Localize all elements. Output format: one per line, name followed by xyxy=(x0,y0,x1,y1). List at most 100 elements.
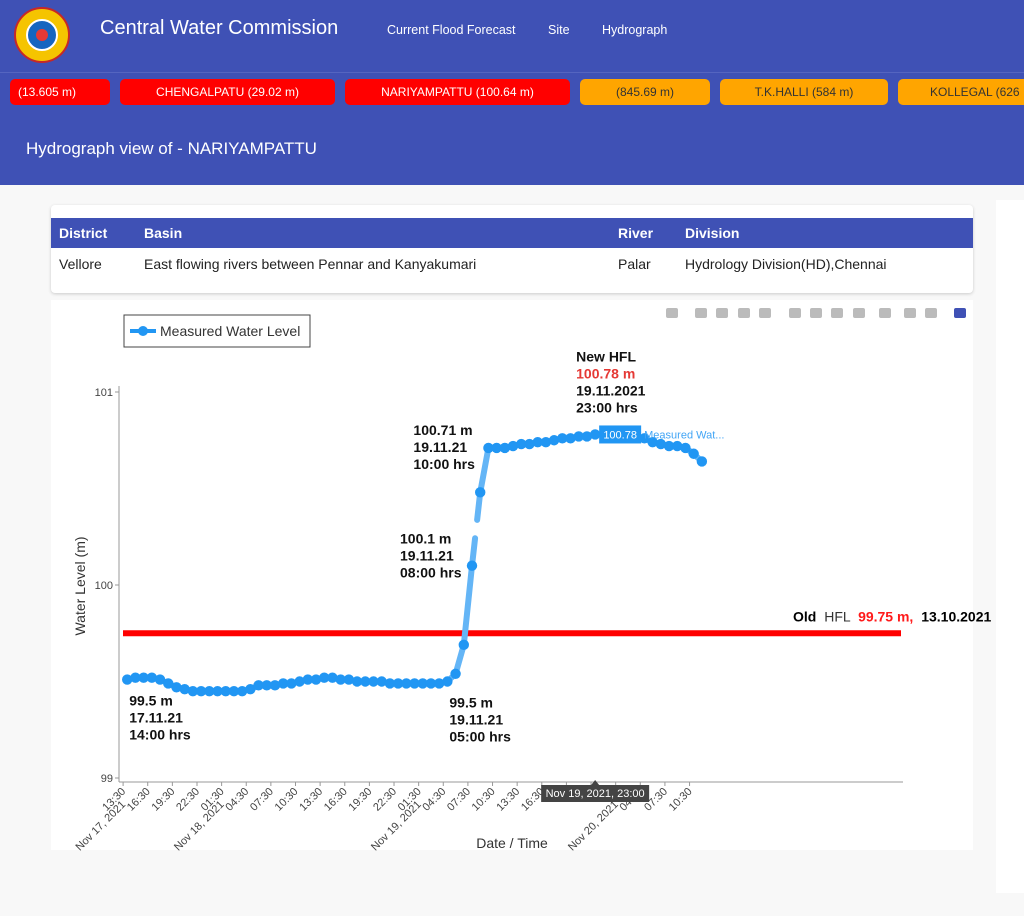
zoom-out-icon[interactable] xyxy=(810,308,822,318)
ticker-item[interactable]: KOLLEGAL (626 xyxy=(898,79,1024,105)
data-point[interactable] xyxy=(516,438,527,450)
data-point[interactable] xyxy=(277,678,289,689)
data-point[interactable] xyxy=(302,674,314,685)
x-tick-label: 07:30 xyxy=(445,786,473,814)
zoom-in-icon[interactable] xyxy=(789,308,801,318)
ticker-item[interactable]: CHENGALPATU (29.02 m) xyxy=(120,79,335,105)
data-point[interactable] xyxy=(557,433,568,444)
data-point[interactable] xyxy=(351,676,363,687)
data-point[interactable] xyxy=(475,487,486,498)
data-point[interactable] xyxy=(507,440,519,452)
data-point[interactable] xyxy=(269,680,281,691)
data-point[interactable] xyxy=(499,442,511,454)
data-point[interactable] xyxy=(261,680,272,691)
data-point[interactable] xyxy=(220,685,231,697)
data-point[interactable] xyxy=(442,676,453,687)
data-point[interactable] xyxy=(663,440,675,452)
data-point[interactable] xyxy=(130,672,141,683)
brand-title[interactable]: Central Water Commission xyxy=(100,17,339,39)
autoscale-icon[interactable] xyxy=(831,308,843,318)
data-point[interactable] xyxy=(376,676,387,687)
data-point[interactable] xyxy=(433,678,445,689)
data-point[interactable] xyxy=(548,435,560,446)
data-point[interactable] xyxy=(581,431,593,442)
data-point[interactable] xyxy=(573,431,584,442)
spike-lines-icon[interactable] xyxy=(879,308,891,318)
data-point[interactable] xyxy=(680,442,691,454)
data-point[interactable] xyxy=(343,674,355,685)
zoom-icon[interactable] xyxy=(695,308,707,318)
data-point[interactable] xyxy=(524,438,535,450)
hover-compare-icon[interactable] xyxy=(925,308,937,318)
data-point[interactable] xyxy=(335,674,346,685)
data-point[interactable] xyxy=(392,678,404,689)
data-point[interactable] xyxy=(228,685,240,697)
data-point[interactable] xyxy=(204,685,215,697)
nav-hydrograph[interactable]: Hydrograph xyxy=(602,23,668,37)
nav-site[interactable]: Site xyxy=(548,23,570,37)
x-axis-title: Date / Time xyxy=(476,835,548,851)
data-point[interactable] xyxy=(672,440,683,452)
pan-icon[interactable] xyxy=(716,308,728,318)
data-point[interactable] xyxy=(450,668,461,679)
data-point[interactable] xyxy=(409,678,420,689)
data-point[interactable] xyxy=(491,442,502,454)
lasso-select-icon[interactable] xyxy=(759,308,771,318)
ticker-item[interactable]: (845.69 m) xyxy=(580,79,710,105)
data-point[interactable] xyxy=(195,685,207,697)
data-point[interactable] xyxy=(639,433,650,444)
legend[interactable]: Measured Water Level xyxy=(123,314,311,348)
page-title: Hydrograph view of - NARIYAMPATTU xyxy=(26,139,317,158)
annotation-line: 05:00 hrs xyxy=(449,729,511,745)
data-point[interactable] xyxy=(696,456,708,467)
data-point[interactable] xyxy=(294,676,305,687)
data-point[interactable] xyxy=(458,639,469,651)
data-point[interactable] xyxy=(688,448,699,459)
data-point[interactable] xyxy=(138,672,149,683)
nav-current-flood-forecast[interactable]: Current Flood Forecast xyxy=(387,23,516,37)
data-point[interactable] xyxy=(360,676,371,687)
data-point[interactable] xyxy=(483,442,494,454)
ticker-item[interactable]: NARIYAMPATTU (100.64 m) xyxy=(345,79,570,105)
data-point[interactable] xyxy=(384,678,396,689)
data-point[interactable] xyxy=(532,436,543,448)
data-point[interactable] xyxy=(655,438,667,450)
data-point[interactable] xyxy=(122,674,133,685)
data-point[interactable] xyxy=(163,678,174,689)
data-point[interactable] xyxy=(253,680,264,691)
data-point[interactable] xyxy=(171,682,182,693)
data-point[interactable] xyxy=(327,672,338,683)
data-point[interactable] xyxy=(310,674,322,685)
x-tick-label: 19:30 xyxy=(347,786,375,814)
data-point[interactable] xyxy=(589,429,601,440)
data-point[interactable] xyxy=(154,674,166,685)
data-point[interactable] xyxy=(425,678,437,689)
data-point[interactable] xyxy=(319,672,330,683)
data-point[interactable] xyxy=(417,678,428,689)
box-select-icon[interactable] xyxy=(738,308,750,318)
data-point[interactable] xyxy=(179,684,190,695)
data-point[interactable] xyxy=(236,685,248,697)
hover-x-box xyxy=(541,785,650,802)
data-point[interactable] xyxy=(540,436,552,448)
hover-closest-icon[interactable] xyxy=(904,308,916,318)
ticker-item[interactable]: T.K.HALLI (584 m) xyxy=(720,79,888,105)
data-point[interactable] xyxy=(565,433,576,444)
data-point[interactable] xyxy=(146,672,158,683)
data-point[interactable] xyxy=(647,436,658,448)
ticker-item[interactable]: (13.605 m) xyxy=(10,79,110,105)
data-point[interactable] xyxy=(187,685,199,697)
plotly-logo-icon[interactable] xyxy=(954,308,966,318)
data-point[interactable] xyxy=(245,684,256,695)
data-point[interactable] xyxy=(401,678,412,689)
data-point[interactable] xyxy=(368,676,379,687)
y-axis-title: Water Level (m) xyxy=(72,536,88,635)
reset-axes-icon[interactable] xyxy=(853,308,865,318)
data-point[interactable] xyxy=(466,560,478,571)
data-point[interactable] xyxy=(286,678,297,689)
camera-icon[interactable] xyxy=(666,308,678,318)
data-point[interactable] xyxy=(212,685,223,697)
autoscale-icon-shape xyxy=(831,308,843,318)
cwc-logo[interactable] xyxy=(14,7,70,63)
